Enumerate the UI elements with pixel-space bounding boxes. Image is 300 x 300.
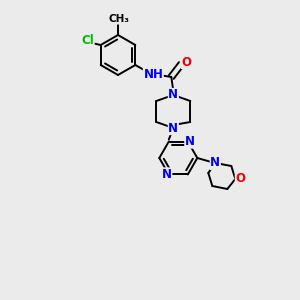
Text: N: N [210,157,220,169]
Text: N: N [162,168,172,181]
Text: CH₃: CH₃ [109,14,130,24]
Text: O: O [235,172,245,185]
Text: O: O [181,56,191,68]
Text: Cl: Cl [81,34,94,47]
Text: N: N [168,122,178,134]
Text: N: N [168,88,178,101]
Text: NH: NH [143,68,163,82]
Text: N: N [185,135,195,148]
